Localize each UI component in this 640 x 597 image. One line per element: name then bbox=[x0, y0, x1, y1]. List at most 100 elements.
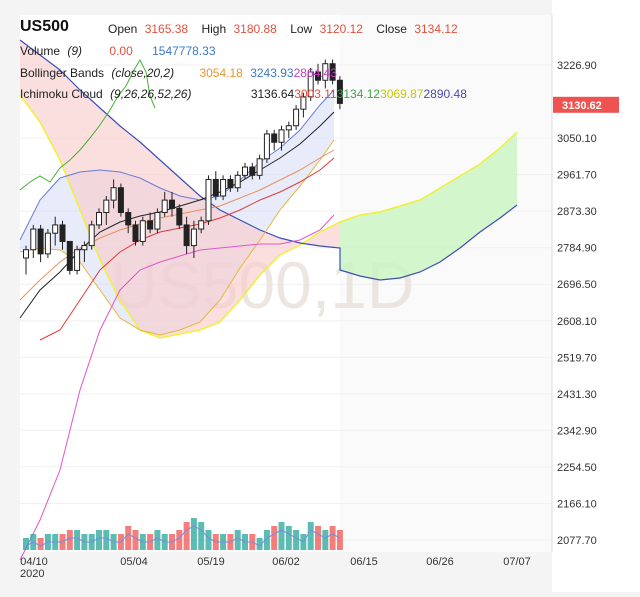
ichimoku-v3: 3134.12 bbox=[336, 87, 381, 101]
close-label: Close bbox=[376, 22, 407, 36]
candle-body bbox=[147, 220, 154, 230]
x-tick-label: 06/02 bbox=[272, 556, 300, 568]
ichimoku-v1: 3136.64 bbox=[250, 87, 295, 101]
high-value: 3180.88 bbox=[233, 22, 277, 36]
volume-params: (9) bbox=[67, 44, 83, 58]
bollinger-name: Bollinger Bands bbox=[20, 66, 105, 80]
volume-bar bbox=[293, 530, 300, 550]
candle-body bbox=[23, 249, 29, 259]
low-value: 3120.12 bbox=[319, 22, 363, 36]
ichimoku-chikou bbox=[19, 58, 156, 191]
x-tick-label: 06/15 bbox=[350, 556, 378, 568]
candle-body bbox=[278, 129, 285, 143]
candle-body bbox=[66, 240, 73, 271]
volume-bar bbox=[176, 530, 183, 550]
volume-bar bbox=[66, 530, 73, 550]
candle-body bbox=[212, 178, 219, 197]
ichimoku-cloud-bear bbox=[20, 40, 340, 338]
y-tick-label: 2166.10 bbox=[557, 498, 597, 510]
y-tick-label: 2342.90 bbox=[557, 425, 597, 437]
x-tick-label: 04/10 bbox=[20, 556, 48, 568]
ichimoku-kijun bbox=[19, 111, 335, 319]
high-label: High bbox=[201, 22, 227, 36]
candle-body bbox=[300, 96, 307, 110]
x-tick-label: 05/04 bbox=[120, 556, 148, 568]
volume-bar bbox=[278, 522, 285, 550]
volume-bar bbox=[256, 538, 263, 550]
x-tick-label: 05/19 bbox=[197, 556, 225, 568]
volume-bar bbox=[96, 530, 102, 550]
volume-v1: 0.00 bbox=[109, 44, 133, 58]
volume-bar bbox=[285, 526, 292, 550]
y-tick-label: 2519.70 bbox=[557, 352, 597, 364]
ichimoku-v2: 3003.11 bbox=[294, 87, 337, 101]
volume-bar bbox=[125, 526, 132, 550]
volume-bar bbox=[322, 530, 329, 550]
y-tick-label: 2254.50 bbox=[557, 462, 597, 474]
candle-body bbox=[176, 207, 183, 226]
candle-body bbox=[37, 228, 44, 255]
volume-bar bbox=[205, 530, 212, 550]
candle-body bbox=[81, 245, 88, 251]
candle-body bbox=[88, 224, 95, 247]
candle-body bbox=[183, 224, 190, 247]
future-area bbox=[340, 15, 552, 552]
candle-body bbox=[322, 63, 329, 81]
candle-body bbox=[249, 166, 256, 176]
bollinger-v2: 3243.93 bbox=[250, 66, 294, 80]
price-tag-label: 3130.62 bbox=[562, 100, 602, 112]
volume-bar bbox=[198, 522, 205, 550]
volume-bar bbox=[329, 526, 336, 550]
y-tick-label: 2077.70 bbox=[557, 535, 597, 547]
volume-bar bbox=[263, 530, 270, 550]
low-label: Low bbox=[290, 22, 313, 36]
open-value: 3165.38 bbox=[144, 22, 189, 36]
x-tick-label: 06/26 bbox=[426, 556, 454, 568]
candle-body bbox=[74, 249, 81, 271]
volume-bar bbox=[103, 530, 110, 550]
symbol-title: US500 bbox=[20, 18, 69, 35]
volume-legend: Volume (9) 0.00 1547778.33 bbox=[20, 44, 220, 58]
y-tick-label: 3226.90 bbox=[557, 60, 597, 72]
volume-bar bbox=[132, 530, 139, 550]
candle-body bbox=[329, 63, 336, 81]
bollinger-params: (close,20,2) bbox=[111, 66, 175, 80]
price-tag-bg bbox=[553, 96, 619, 113]
candle-body bbox=[110, 187, 117, 201]
candle-body bbox=[169, 199, 175, 209]
y-tick-label: 2961.70 bbox=[557, 170, 597, 182]
volume-bar bbox=[307, 522, 314, 550]
ohlc-legend: Open 3165.38 High 3180.88 Low 3120.12 Cl… bbox=[108, 22, 462, 36]
close-value: 3134.12 bbox=[414, 22, 458, 36]
candle-body bbox=[263, 133, 270, 160]
volume-name: Volume bbox=[20, 44, 61, 58]
volume-bar bbox=[315, 526, 321, 550]
volume-bar bbox=[23, 538, 29, 550]
candle-body bbox=[242, 166, 248, 176]
ichimoku-v5: 2890.48 bbox=[423, 87, 467, 101]
candle-body bbox=[59, 224, 66, 242]
candle-body bbox=[190, 228, 197, 247]
candle-body bbox=[161, 199, 168, 214]
x-tick-label: 07/07 bbox=[503, 556, 531, 568]
bollinger-v1: 3054.18 bbox=[199, 66, 243, 80]
volume-bar bbox=[234, 530, 241, 550]
candle-body bbox=[205, 178, 212, 222]
ichimoku-legend: Ichimoku Cloud (9,26,26,52,26) 3136.6430… bbox=[20, 87, 471, 101]
ichimoku-v4: 3069.87 bbox=[380, 87, 424, 101]
ichimoku-span-b bbox=[19, 39, 518, 281]
candle-body bbox=[220, 178, 227, 197]
candle-body bbox=[293, 108, 300, 127]
candle-body bbox=[103, 199, 110, 214]
candle-body bbox=[336, 79, 343, 104]
volume-ma-line bbox=[25, 525, 341, 547]
candle-body bbox=[125, 212, 132, 226]
lagging-pink-line bbox=[19, 214, 335, 561]
candle-body bbox=[154, 212, 161, 230]
y-tick-label: 2696.50 bbox=[557, 279, 597, 291]
candle-body bbox=[117, 187, 124, 214]
candle-body bbox=[315, 71, 321, 81]
candle-body bbox=[132, 224, 139, 242]
